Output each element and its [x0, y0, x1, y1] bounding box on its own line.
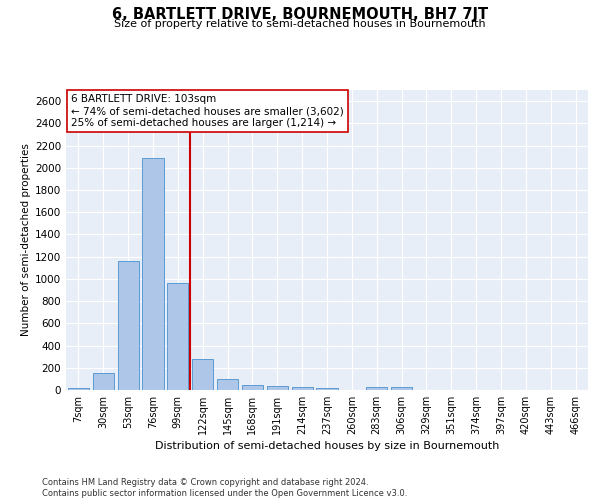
Bar — [292, 387, 313, 390]
Text: Size of property relative to semi-detached houses in Bournemouth: Size of property relative to semi-detach… — [114, 19, 486, 29]
Text: Contains HM Land Registry data © Crown copyright and database right 2024.
Contai: Contains HM Land Registry data © Crown c… — [42, 478, 407, 498]
Bar — [217, 379, 238, 390]
Bar — [93, 373, 114, 390]
Bar — [167, 284, 188, 390]
Bar — [316, 388, 338, 390]
Text: 6 BARTLETT DRIVE: 103sqm
← 74% of semi-detached houses are smaller (3,602)
25% o: 6 BARTLETT DRIVE: 103sqm ← 74% of semi-d… — [71, 94, 344, 128]
Bar — [142, 158, 164, 390]
Bar — [68, 388, 89, 390]
Bar — [192, 360, 213, 390]
Bar — [242, 384, 263, 390]
Text: 6, BARTLETT DRIVE, BOURNEMOUTH, BH7 7JT: 6, BARTLETT DRIVE, BOURNEMOUTH, BH7 7JT — [112, 8, 488, 22]
Bar — [391, 387, 412, 390]
Bar — [118, 260, 139, 390]
Y-axis label: Number of semi-detached properties: Number of semi-detached properties — [21, 144, 31, 336]
Bar — [366, 387, 387, 390]
X-axis label: Distribution of semi-detached houses by size in Bournemouth: Distribution of semi-detached houses by … — [155, 441, 499, 451]
Bar — [267, 386, 288, 390]
